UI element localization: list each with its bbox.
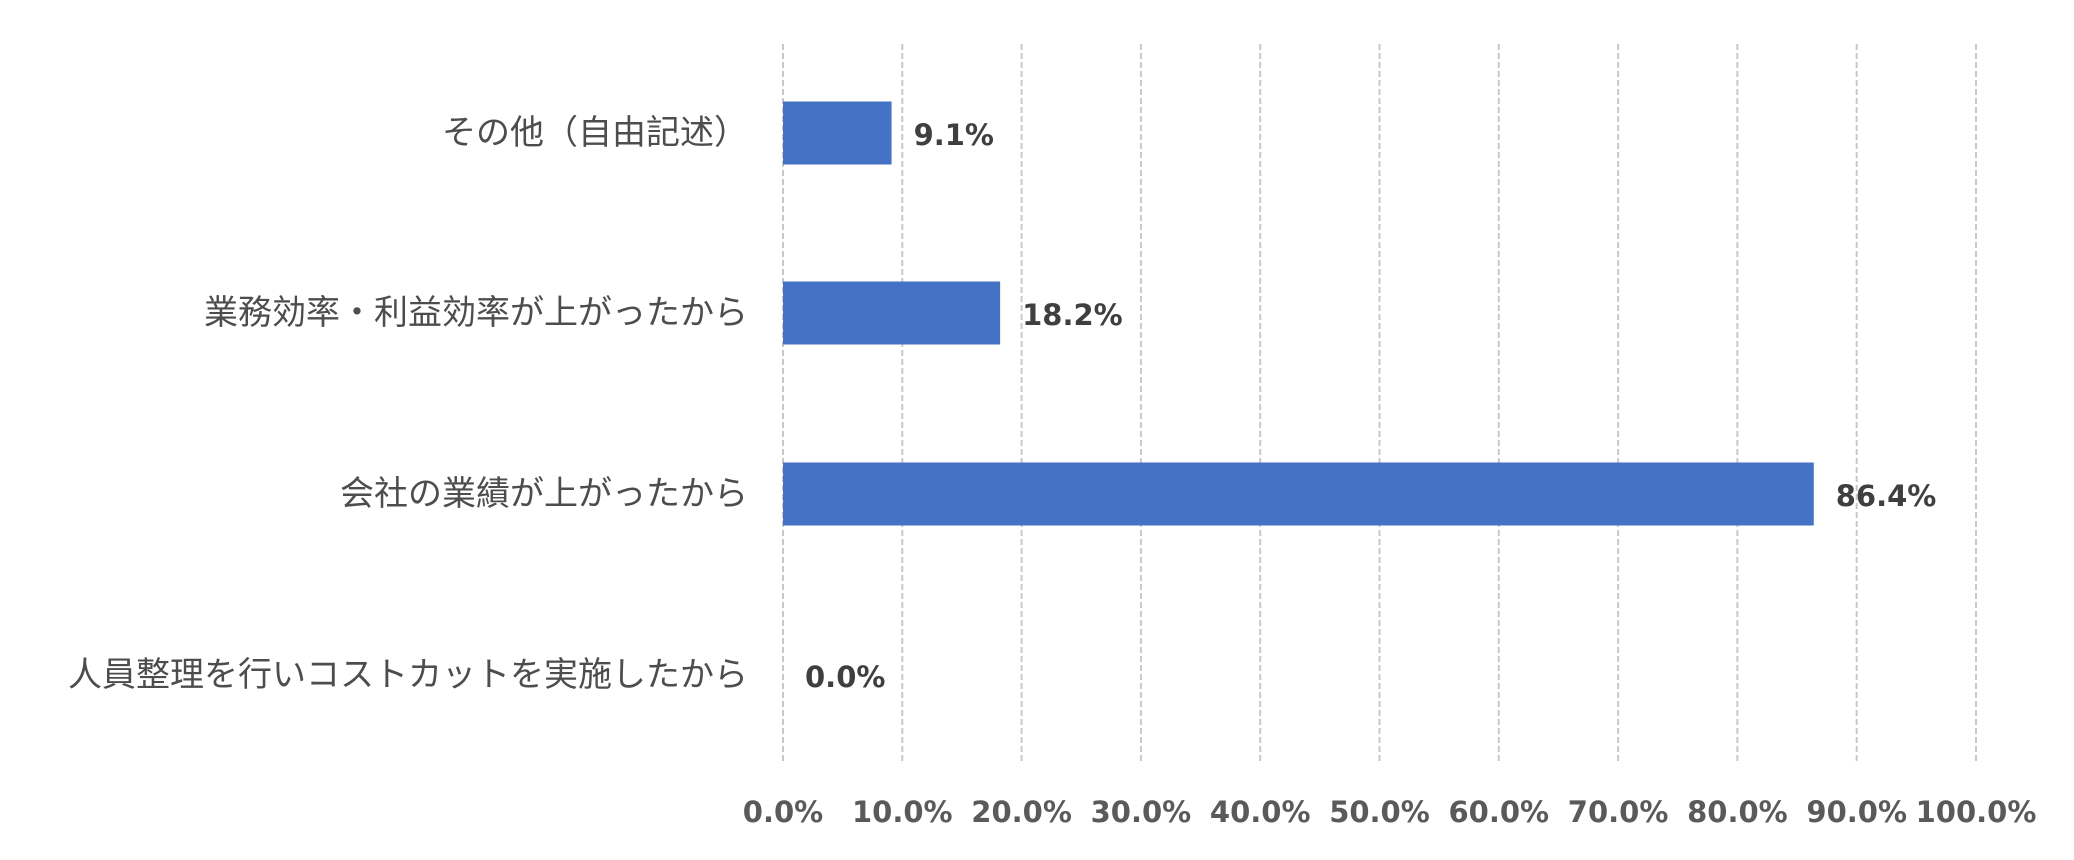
data-label-layer: 9.1% 18.2% 86.4% 0.0% [805, 118, 1936, 694]
x-tick-label: 70.0% [1568, 795, 1669, 829]
data-label: 18.2% [1022, 298, 1123, 332]
x-tick-label: 50.0% [1329, 795, 1430, 829]
x-tick-label: 0.0% [743, 795, 823, 829]
x-tick-label: 100.0% [1916, 795, 2037, 829]
x-tick-label: 30.0% [1091, 795, 1192, 829]
grid-layer [782, 44, 1977, 762]
data-label: 0.0% [805, 660, 885, 694]
data-label: 9.1% [914, 118, 994, 152]
bar [783, 101, 892, 165]
x-tick-label: 80.0% [1687, 795, 1788, 829]
x-tick-label-layer: 0.0% 10.0% 20.0% 30.0% 40.0% 50.0% 60.0% 70.0% 8… [743, 795, 2037, 829]
x-tick-label: 40.0% [1210, 795, 1311, 829]
bar [783, 462, 1814, 526]
x-tick-label: 60.0% [1448, 795, 1549, 829]
data-label: 86.4% [1836, 479, 1937, 513]
category-label: 会社の業績が上がったから [340, 474, 748, 514]
category-label: その他（自由記述） [442, 113, 748, 153]
x-tick-label: 10.0% [852, 795, 953, 829]
category-label-layer: その他（自由記述） 業務効率・利益効率が上がったから会社の業績が上がったから人員整… [68, 113, 748, 695]
category-label: 業務効率・利益効率が上がったから [204, 293, 748, 333]
bar-layer [783, 101, 1814, 526]
category-label: 人員整理を行いコストカットを実施したから [68, 655, 748, 695]
x-tick-label: 20.0% [971, 795, 1072, 829]
bar [783, 281, 1001, 345]
x-tick-label: 90.0% [1806, 795, 1907, 829]
